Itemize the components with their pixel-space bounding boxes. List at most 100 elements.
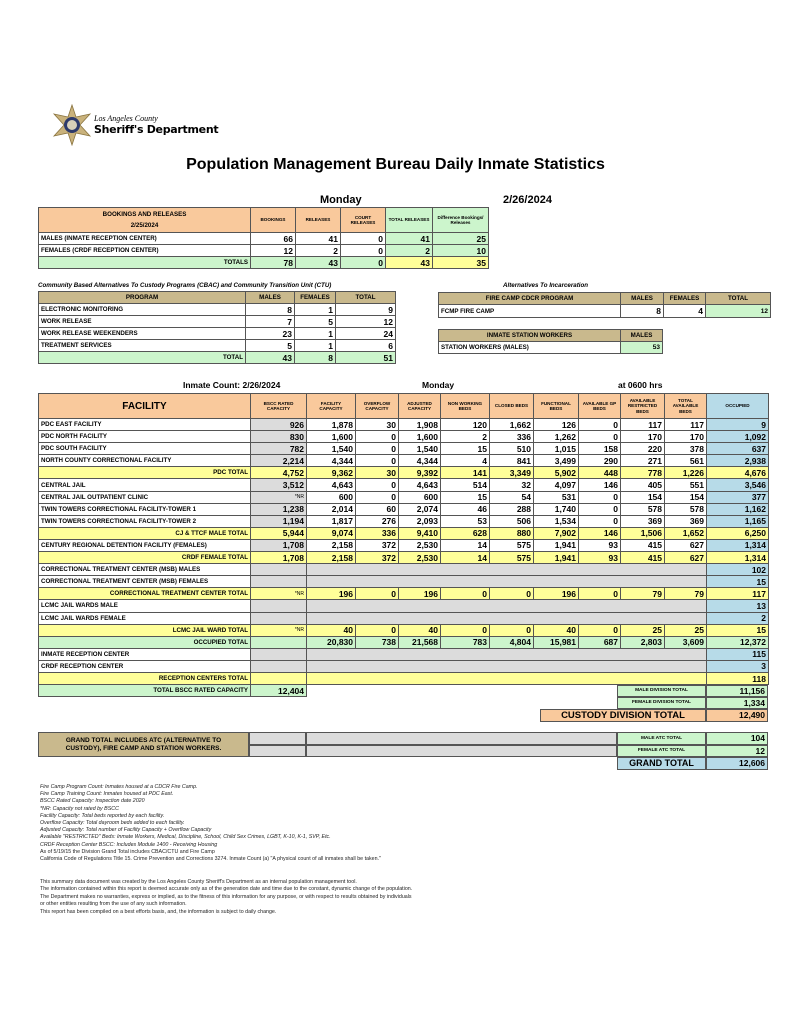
cell: 4,804: [489, 635, 534, 649]
table-row: WORK RELEASE WEEKENDERS 23 1 24: [38, 327, 396, 340]
cell: 372: [355, 538, 399, 553]
table-row: CENTURY REGIONAL DETENTION FACILITY (FEM…: [38, 538, 769, 553]
cell: 5,944: [250, 526, 307, 540]
cell: 6,250: [706, 526, 769, 540]
cell: 575: [489, 551, 534, 565]
cell: 9,392: [398, 466, 441, 480]
cell: 0: [355, 623, 399, 637]
blank-cell: [306, 732, 617, 745]
disclaimer: This summary data document was created b…: [40, 879, 412, 916]
date-label: 2/26/2024: [503, 194, 552, 206]
cell: 415: [620, 538, 665, 553]
facility-name: CENTRAL JAIL: [38, 478, 251, 492]
cell: *NR: [250, 587, 307, 601]
cell: 687: [578, 635, 621, 649]
cell: 0: [355, 587, 399, 601]
cell: 6: [335, 339, 396, 352]
cell: 14: [440, 551, 490, 565]
cell: 30: [355, 417, 399, 432]
cell: [250, 635, 307, 649]
cell: 196: [306, 587, 356, 601]
cell: 154: [620, 490, 665, 504]
cell: 12,372: [706, 635, 769, 649]
cell: 2,158: [306, 538, 356, 553]
cell: 1,708: [250, 538, 307, 553]
cell: 1,908: [398, 417, 441, 432]
table-row: CORRECTIONAL TREATMENT CENTER (MSB) FEMA…: [38, 575, 769, 589]
cell: 783: [440, 635, 490, 649]
cell: 54: [489, 490, 534, 504]
col-females: FEMALES: [294, 291, 336, 304]
cell: 2,530: [398, 551, 441, 565]
cell: 0: [340, 256, 386, 269]
facility-name: INMATE RECEPTION CENTER: [38, 647, 251, 661]
col-releases: RELEASES: [295, 207, 341, 233]
sheriff-star-icon: [52, 104, 92, 146]
table-row: WORK RELEASE 7 5 12: [38, 315, 396, 328]
facility-name: NORTH COUNTY CORRECTIONAL FACILITY: [38, 454, 251, 468]
cell: 276: [355, 514, 399, 528]
cell: 0: [340, 232, 386, 245]
cell: 25: [664, 623, 707, 637]
custody-division-value: 12,490: [706, 709, 768, 722]
cell: 3,499: [533, 454, 579, 468]
cell: 830: [250, 430, 307, 444]
cell: 25: [432, 232, 489, 245]
col-total: TOTAL: [335, 291, 396, 304]
cell: 41: [295, 232, 341, 245]
cell: 51: [335, 351, 396, 364]
cell: 43: [295, 256, 341, 269]
female-division-value: 1,334: [706, 697, 768, 709]
cell: 4,676: [706, 466, 769, 480]
cell: 117: [664, 417, 707, 432]
cell: 30: [355, 466, 399, 480]
female-atc-label: FEMALE ATC TOTAL: [617, 745, 706, 757]
count-label: Inmate Count:: [183, 380, 241, 390]
cell: 158: [578, 442, 621, 456]
disclaimer-line: The information contained within this re…: [40, 886, 413, 893]
count-time: at 0600 hrs: [618, 380, 663, 390]
cell: 53: [620, 341, 663, 354]
cell: 2,803: [620, 635, 665, 649]
facility-name: RECEPTION CENTERS TOTAL: [38, 671, 251, 686]
cell: *NR: [250, 490, 307, 504]
row-label: WORK RELEASE WEEKENDERS: [38, 327, 246, 340]
cell: 1,652: [664, 526, 707, 540]
col-header: CLOSED BEDS: [489, 393, 534, 419]
blank-cell: [250, 563, 307, 577]
cell: 0: [489, 587, 534, 601]
cell: 1,092: [706, 430, 769, 444]
table-row: PDC NORTH FACILITY 830 1,600 0 1,600 2 336 1,26…: [38, 430, 769, 444]
cell: 1,878: [306, 417, 356, 432]
blank-cell: [250, 659, 307, 673]
cell: 4,752: [250, 466, 307, 480]
table-row: MALES (INMATE RECEPTION CENTER) 66 41 0 …: [38, 232, 489, 245]
cell: 288: [489, 502, 534, 516]
cell: 1,941: [533, 551, 579, 565]
cell: 196: [533, 587, 579, 601]
total-row: RECEPTION CENTERS TOTAL 118: [38, 671, 769, 686]
cell: 2,158: [306, 551, 356, 565]
cell: 9: [335, 303, 396, 316]
day-label: Monday: [320, 194, 362, 206]
cell: 3,349: [489, 466, 534, 480]
cell: 0: [578, 417, 621, 432]
blank-cell: [250, 647, 307, 661]
inmate-count-line: Inmate Count: 2/26/2024: [183, 380, 280, 390]
cell: 93: [578, 538, 621, 553]
grand-total-value: 12,606: [706, 757, 768, 770]
cell: 79: [664, 587, 707, 601]
cell: 561: [664, 454, 707, 468]
col-males: MALES: [620, 329, 663, 342]
cell: 8: [294, 351, 336, 364]
cell: 15,981: [533, 635, 579, 649]
cell: 40: [306, 623, 356, 637]
grand-total-label: GRAND TOTAL: [617, 757, 706, 770]
cell: 24: [335, 327, 396, 340]
cell: 78: [250, 256, 296, 269]
cell: 372: [355, 551, 399, 565]
cell: 14: [440, 538, 490, 553]
table-row: ELECTRONIC MONITORING 8 1 9: [38, 303, 396, 316]
cell-occupied: 102: [706, 563, 769, 577]
page-title: Population Management Bureau Daily Inmat…: [186, 156, 605, 173]
